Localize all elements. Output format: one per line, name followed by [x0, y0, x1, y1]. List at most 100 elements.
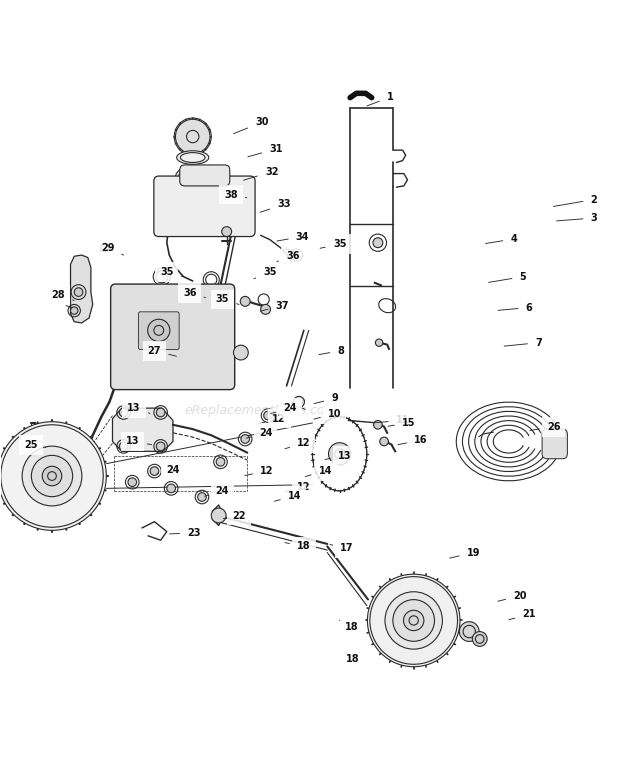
Text: 24: 24	[157, 465, 180, 475]
Circle shape	[241, 435, 249, 444]
Circle shape	[385, 592, 443, 650]
Circle shape	[459, 621, 479, 641]
Circle shape	[119, 442, 128, 450]
Text: 12: 12	[245, 466, 273, 476]
Text: 12: 12	[257, 413, 286, 424]
Text: 29: 29	[101, 243, 123, 255]
FancyBboxPatch shape	[138, 312, 179, 350]
Circle shape	[393, 600, 435, 641]
Text: 24: 24	[246, 428, 272, 438]
Text: 24: 24	[205, 486, 229, 496]
Text: 6: 6	[498, 303, 533, 313]
Text: 18: 18	[285, 541, 311, 551]
Circle shape	[211, 508, 226, 523]
Text: 37: 37	[260, 301, 289, 311]
Text: 13: 13	[325, 450, 352, 461]
Text: 4: 4	[485, 234, 517, 244]
Text: 34: 34	[277, 232, 309, 241]
Circle shape	[42, 466, 62, 486]
Text: 16: 16	[398, 435, 428, 445]
Text: 8: 8	[319, 346, 344, 356]
Text: 27: 27	[148, 346, 177, 357]
Text: 33: 33	[260, 199, 291, 212]
Circle shape	[119, 408, 128, 417]
Text: 14: 14	[305, 466, 332, 476]
Text: 25: 25	[24, 440, 46, 450]
Text: 19: 19	[450, 547, 480, 558]
Ellipse shape	[175, 167, 210, 185]
Text: 17: 17	[330, 544, 354, 553]
Circle shape	[22, 446, 82, 506]
Text: 22: 22	[223, 510, 246, 521]
Text: 35: 35	[216, 294, 239, 304]
Text: 12: 12	[285, 481, 311, 492]
Text: 9: 9	[314, 393, 338, 403]
Text: 3: 3	[557, 213, 597, 223]
Text: 10: 10	[314, 409, 342, 419]
Text: 36: 36	[183, 288, 205, 298]
Circle shape	[156, 442, 165, 450]
Text: 5: 5	[489, 272, 526, 282]
Text: 30: 30	[234, 117, 268, 134]
Ellipse shape	[177, 151, 209, 164]
Text: 18: 18	[344, 652, 360, 665]
Polygon shape	[71, 255, 93, 323]
Circle shape	[222, 226, 232, 236]
FancyBboxPatch shape	[154, 176, 255, 236]
Text: 35: 35	[160, 267, 184, 277]
Circle shape	[101, 243, 109, 252]
Text: eReplacementParts.com: eReplacementParts.com	[184, 404, 337, 417]
Circle shape	[241, 297, 250, 307]
Circle shape	[373, 238, 383, 248]
Circle shape	[156, 408, 165, 417]
Circle shape	[264, 411, 272, 420]
Circle shape	[156, 270, 168, 283]
Circle shape	[472, 631, 487, 646]
Circle shape	[175, 120, 210, 154]
Circle shape	[404, 610, 424, 631]
Text: 38: 38	[224, 189, 247, 200]
FancyBboxPatch shape	[180, 165, 230, 186]
Circle shape	[216, 288, 225, 297]
Text: 31: 31	[248, 144, 283, 157]
Text: 28: 28	[51, 290, 74, 301]
Text: 21: 21	[509, 609, 536, 620]
Circle shape	[74, 288, 83, 297]
Circle shape	[32, 456, 73, 497]
Text: 13: 13	[127, 403, 150, 413]
Text: 13: 13	[126, 437, 152, 447]
Circle shape	[0, 422, 106, 531]
Text: 7: 7	[504, 338, 542, 347]
Circle shape	[216, 457, 225, 466]
Text: 15: 15	[388, 418, 415, 428]
Text: 35: 35	[320, 239, 347, 249]
Text: 23: 23	[170, 528, 201, 537]
Circle shape	[376, 339, 383, 347]
Text: 26: 26	[530, 422, 560, 431]
Text: 24: 24	[271, 403, 297, 413]
Circle shape	[167, 484, 175, 493]
FancyBboxPatch shape	[110, 284, 235, 390]
Circle shape	[379, 437, 388, 446]
Polygon shape	[112, 408, 173, 451]
Text: 32: 32	[244, 167, 278, 180]
Circle shape	[293, 397, 304, 407]
Text: 20: 20	[498, 590, 526, 601]
Text: 2: 2	[554, 195, 597, 207]
FancyBboxPatch shape	[542, 429, 567, 459]
Circle shape	[329, 443, 351, 465]
Circle shape	[150, 467, 159, 475]
Circle shape	[260, 304, 270, 314]
Circle shape	[198, 493, 206, 501]
Circle shape	[148, 319, 170, 341]
Text: 36: 36	[277, 251, 299, 262]
Circle shape	[234, 345, 248, 360]
Text: 12: 12	[285, 438, 311, 449]
Text: 35: 35	[254, 267, 277, 279]
Text: 1: 1	[367, 92, 394, 106]
Circle shape	[368, 574, 460, 667]
Text: 18: 18	[340, 621, 359, 631]
Text: 14: 14	[275, 491, 301, 501]
Circle shape	[374, 420, 382, 429]
Circle shape	[71, 307, 78, 314]
